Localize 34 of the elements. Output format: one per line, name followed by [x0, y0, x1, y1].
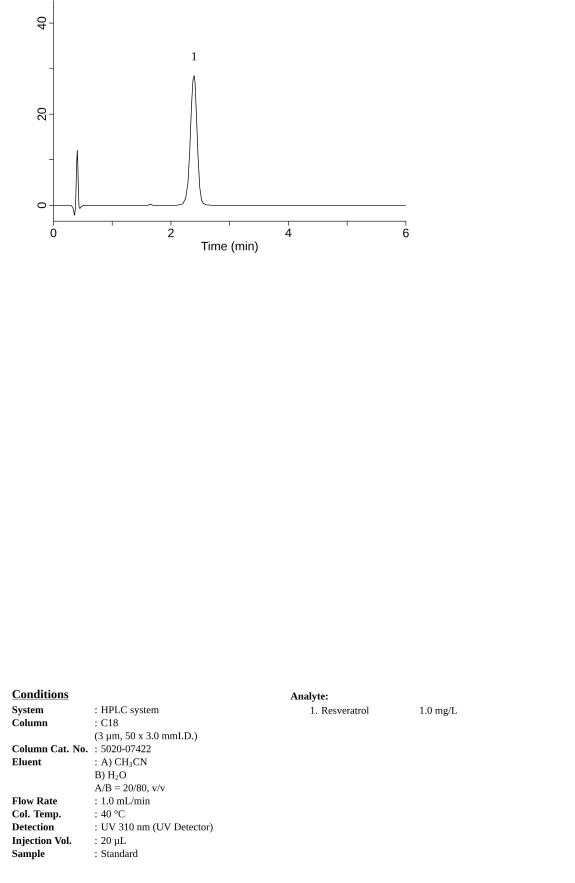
text: 1.0 mg/L: [420, 706, 458, 716]
text: A/B = 20/80, v/v: [94, 784, 166, 793]
text: Detection: [12, 823, 54, 830]
text: : 1.0 mL/min: [96, 797, 150, 804]
text: : 20 µL: [96, 837, 126, 846]
text: : C18: [96, 719, 118, 726]
text: : HPLC system: [96, 706, 160, 716]
text: : 40 °C: [96, 810, 125, 818]
text: Analyte:: [290, 692, 328, 702]
y-tick-label: 20: [38, 108, 46, 120]
text: : A) CH$_{3}$CN: [96, 758, 148, 768]
text: (3 µm, 50 x 3.0 mmI.D.): [95, 732, 198, 742]
x-tick-label: 2: [168, 228, 174, 238]
text: Eluent: [12, 758, 42, 766]
y-tick-label: 0: [38, 202, 46, 208]
text: Column Cat. No.: [12, 744, 88, 752]
text: : UV 310 nm (UV Detector): [96, 823, 213, 833]
text: Col. Temp.: [12, 810, 61, 820]
text: Injection Vol.: [12, 836, 72, 846]
x-tick-label: 6: [403, 228, 409, 238]
text: Conditions: [12, 690, 68, 698]
text: Column: [12, 718, 48, 726]
annotation: 1: [192, 52, 197, 60]
x-tick-label: 4: [286, 228, 292, 237]
text: 1. Resveratrol: [311, 706, 370, 714]
x-axis-title: Time (min): [201, 241, 258, 253]
text: : 5020-07422: [96, 745, 151, 752]
text: Sample: [12, 850, 45, 860]
text: System: [12, 706, 44, 716]
y-tick-label: 40: [38, 16, 46, 30]
text: B) H$_{2}$O: [95, 771, 126, 780]
text: : Standard: [96, 850, 138, 858]
text: Flow Rate: [12, 797, 58, 804]
x-tick-label: 0: [50, 228, 57, 238]
